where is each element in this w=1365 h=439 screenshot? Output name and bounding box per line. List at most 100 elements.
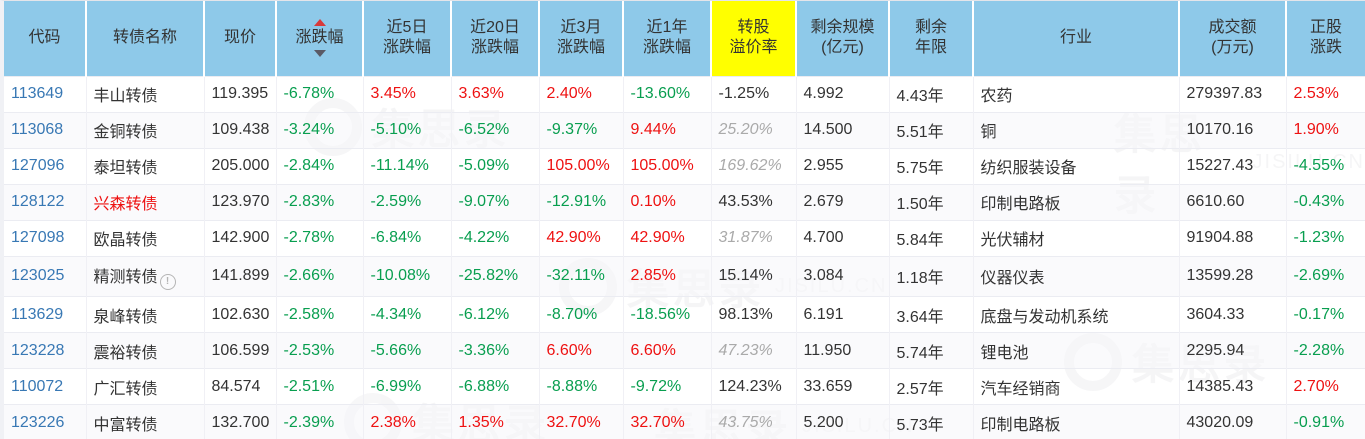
col-header-label: 涨跌幅: [642, 39, 691, 57]
cell-name: 中富转债: [86, 404, 205, 439]
bond-code-link[interactable]: 127096: [11, 157, 65, 175]
cell-value: -4.22%: [458, 229, 510, 247]
cell-value: 105.00%: [546, 157, 610, 175]
cell-industry: 底盘与发动机系统: [973, 296, 1180, 333]
cell-chg20d: -25.82%: [451, 255, 540, 297]
cell-value: 205.000: [211, 157, 270, 175]
cell-chg5d: -4.34%: [363, 296, 452, 333]
cell-chg3m: -8.70%: [539, 296, 624, 333]
cell-value: 33.659: [803, 377, 853, 395]
cell-chg3m: 32.70%: [539, 404, 624, 439]
cell-stock: 2.53%: [1286, 75, 1365, 113]
col-header-turnover[interactable]: 成交额 (万元): [1179, 1, 1287, 76]
cell-value: -0.43%: [1293, 193, 1345, 211]
col-header-chg1y[interactable]: 近1年 涨跌幅: [623, 1, 712, 76]
col-header-label: 剩余: [914, 19, 947, 37]
cell-value: -6.78%: [283, 85, 335, 103]
col-header-premium[interactable]: 转股 溢价率: [711, 1, 797, 76]
cell-value: 42.90%: [546, 229, 601, 247]
cell-price: 123.970: [204, 183, 277, 221]
col-header-price[interactable]: 现价: [204, 1, 277, 76]
cell-industry: 印制电路板: [973, 404, 1180, 439]
cell-value: 4.43年: [896, 88, 944, 106]
cell-value: 5.73年: [896, 416, 944, 434]
bond-code-link[interactable]: 110072: [11, 377, 64, 395]
table-row: 113068 金铜转债 109.438 -3.24% -5.10% -6.52% -9.37…: [4, 111, 1365, 149]
cell-value: 84.574: [211, 377, 261, 395]
cell-value: 汽车经销商: [980, 380, 1061, 398]
bond-code-link[interactable]: 128122: [11, 193, 65, 211]
cell-value: 2.85%: [630, 267, 676, 285]
cell-value: 6.60%: [546, 341, 592, 359]
cell-chg3m: -32.11%: [539, 255, 624, 297]
bond-code-link[interactable]: 127098: [11, 229, 65, 247]
cell-name: 丰山转债: [86, 75, 205, 113]
cell-premium: 43.53%: [711, 183, 797, 221]
col-header-size[interactable]: 剩余规模 (亿元): [796, 1, 890, 76]
bond-code-link[interactable]: 113649: [11, 85, 64, 103]
cell-turnover: 13599.28: [1179, 255, 1287, 297]
table-row: 123228 震裕转债 106.599 -2.53% -5.66% -3.36% 6.60%…: [4, 332, 1365, 369]
cell-value: 铜: [980, 124, 997, 142]
bond-code-link[interactable]: 123228: [11, 341, 65, 359]
cell-turnover: 3604.33: [1179, 296, 1287, 333]
cell-value: 仪器仪表: [980, 270, 1045, 288]
cell-chg1y: -9.72%: [623, 368, 712, 405]
bond-code-link[interactable]: 123226: [11, 413, 65, 431]
cell-stock: -0.91%: [1286, 404, 1365, 439]
col-header-stock[interactable]: 正股 涨跌: [1286, 1, 1365, 76]
cell-value: -3.24%: [283, 121, 335, 139]
cell-value: 3.63%: [458, 85, 504, 103]
cell-value: 5.200: [803, 413, 844, 431]
bond-code-link[interactable]: 123025: [11, 267, 65, 285]
cell-value: -12.91%: [546, 193, 607, 211]
cell-value: 3604.33: [1186, 305, 1245, 323]
col-header-label: 转债名称: [112, 29, 177, 47]
cell-value: -9.37%: [546, 121, 598, 139]
cell-value: -9.72%: [630, 377, 682, 395]
cell-chg5d: -10.08%: [363, 255, 452, 297]
col-header-label: 行业: [1059, 29, 1092, 47]
cell-code: 123228: [4, 332, 87, 369]
table-header: 代码 转债名称 现价 涨跌幅 近5日 涨跌幅 近20日 涨跌幅 近3月 涨跌幅 近1年 涨跌幅 转股 溢价…: [4, 1, 1365, 76]
cell-value: -2.58%: [283, 305, 335, 323]
col-header-chg20d[interactable]: 近20日 涨跌幅: [451, 1, 540, 76]
cell-industry: 汽车经销商: [973, 368, 1180, 405]
cell-value: 13599.28: [1186, 267, 1254, 285]
col-header-label: 涨跌: [1309, 39, 1342, 57]
bond-code-link[interactable]: 113068: [11, 121, 64, 139]
cell-chg3m: 2.40%: [539, 75, 624, 113]
cell-size: 4.700: [796, 219, 890, 257]
cell-value: 169.62%: [718, 157, 782, 175]
cell-change: -3.24%: [276, 111, 364, 149]
cell-value: 43.75%: [718, 413, 773, 431]
cell-value: 9.44%: [630, 121, 676, 139]
cell-change: -6.78%: [276, 75, 364, 113]
cell-change: -2.78%: [276, 219, 364, 257]
col-header-name[interactable]: 转债名称: [86, 1, 205, 76]
cell-chg3m: 105.00%: [539, 147, 624, 185]
cell-change: -2.51%: [276, 368, 364, 405]
bond-code-link[interactable]: 113629: [11, 305, 64, 323]
table-row: 123025 精测转债! 141.899 -2.66% -10.08% -25.82% -3…: [4, 255, 1365, 297]
info-icon[interactable]: !: [159, 273, 176, 290]
col-header-chg3m[interactable]: 近3月 涨跌幅: [539, 1, 624, 76]
cell-years: 2.57年: [889, 368, 974, 405]
col-header-change[interactable]: 涨跌幅: [276, 1, 364, 76]
col-header-industry[interactable]: 行业: [973, 1, 1180, 76]
cell-chg20d: -6.52%: [451, 111, 540, 149]
cell-stock: -2.28%: [1286, 332, 1365, 369]
col-header-label: 涨跌幅: [295, 29, 344, 47]
col-header-label: 转股: [737, 19, 770, 37]
cell-value: 11.950: [803, 341, 852, 359]
cell-value: 2.679: [803, 193, 844, 211]
cell-value: 印制电路板: [980, 196, 1061, 214]
col-header-years[interactable]: 剩余 年限: [889, 1, 974, 76]
col-header-chg5d[interactable]: 近5日 涨跌幅: [363, 1, 452, 76]
cell-value: 2295.94: [1186, 341, 1245, 359]
cell-chg20d: -6.12%: [451, 296, 540, 333]
col-header-code[interactable]: 代码: [4, 1, 87, 76]
cell-value: 锂电池: [980, 344, 1029, 362]
cell-chg20d: -3.36%: [451, 332, 540, 369]
